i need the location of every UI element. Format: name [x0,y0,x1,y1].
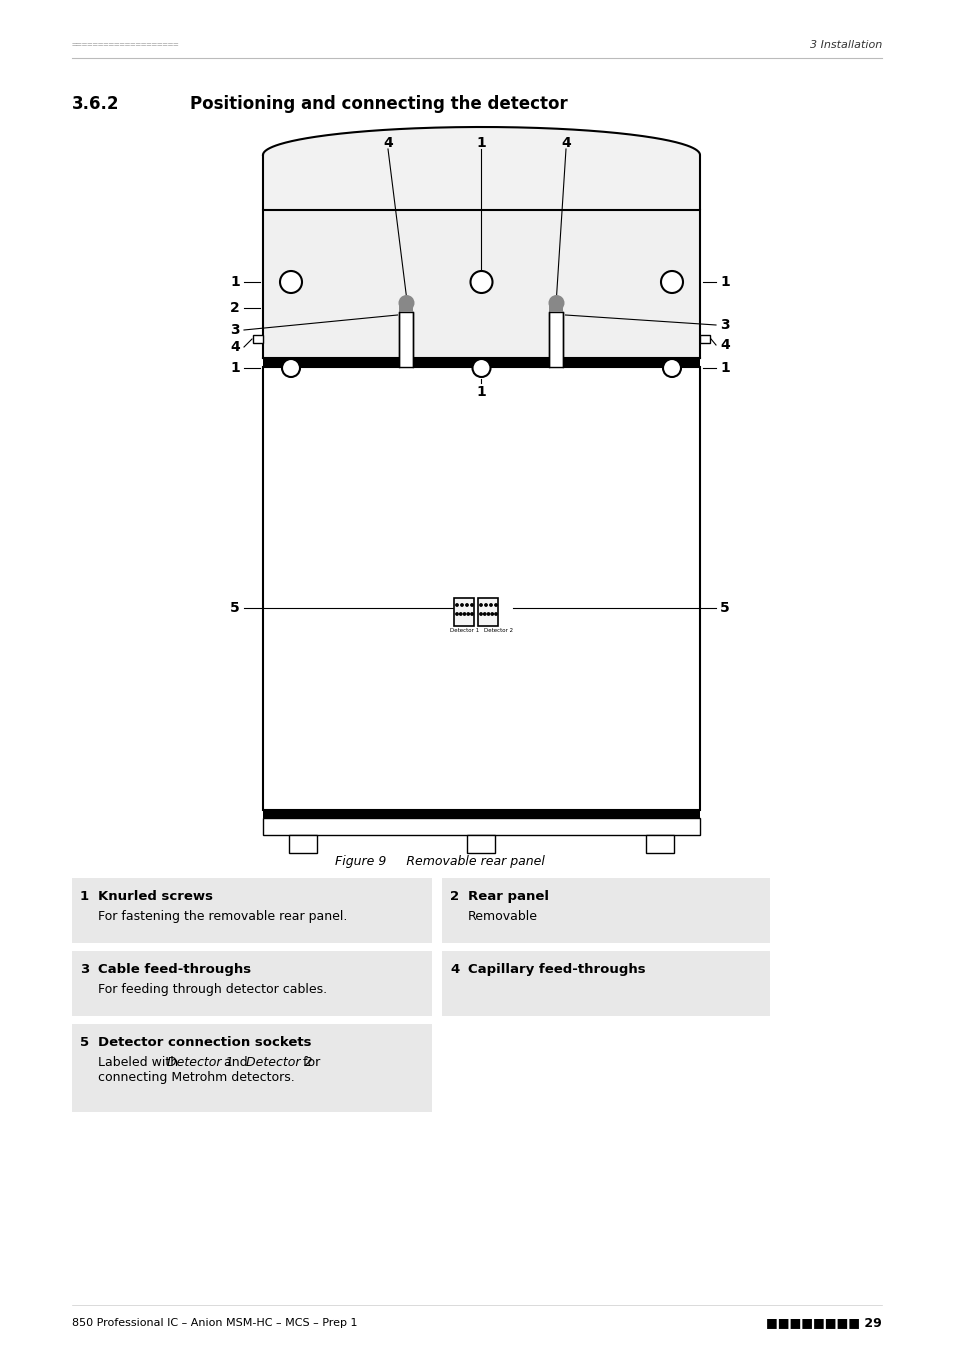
Text: Detector connection sockets: Detector connection sockets [98,1035,312,1049]
Text: 1: 1 [80,890,89,903]
Text: 1: 1 [230,275,240,289]
Text: 5: 5 [80,1035,89,1049]
Bar [263,810,700,818]
Text: 3.6.2: 3.6.2 [71,95,119,113]
Bar [289,836,316,853]
Bar [263,358,700,367]
Bar [263,367,700,810]
Text: 1: 1 [720,360,729,375]
Text: 1: 1 [476,385,486,400]
Text: Detector 1: Detector 1 [450,628,478,633]
Text: For feeding through detector cables.: For feeding through detector cables. [98,983,327,996]
Circle shape [470,271,492,293]
Text: ====================: ==================== [71,40,179,50]
Text: Detector 2: Detector 2 [246,1056,313,1069]
Circle shape [495,613,497,616]
Text: Detector 1: Detector 1 [167,1056,233,1069]
Bar [399,312,413,367]
Bar [71,1025,432,1112]
Circle shape [456,603,457,606]
Circle shape [662,359,680,377]
Circle shape [471,603,473,606]
Text: 3: 3 [80,963,90,976]
Text: and: and [220,1056,252,1069]
Text: 3: 3 [230,323,240,338]
Text: 850 Professional IC – Anion MSM-HC – MCS – Prep 1: 850 Professional IC – Anion MSM-HC – MCS… [71,1318,357,1328]
Text: connecting Metrohm detectors.: connecting Metrohm detectors. [98,1071,294,1084]
Text: Rear panel: Rear panel [468,890,548,903]
Text: Figure 9     Removable rear panel: Figure 9 Removable rear panel [335,856,544,868]
Circle shape [280,271,302,293]
Text: 4: 4 [383,136,393,150]
Circle shape [660,271,682,293]
Circle shape [460,603,463,606]
Bar [441,950,769,1017]
Text: 2: 2 [450,890,458,903]
Circle shape [456,613,457,616]
Text: 1: 1 [476,136,485,150]
Circle shape [491,613,493,616]
Text: Labeled with: Labeled with [98,1056,182,1069]
Text: 4: 4 [450,963,458,976]
Text: 1: 1 [230,360,240,375]
Text: 3 Installation: 3 Installation [809,40,882,50]
Text: 2: 2 [230,301,240,315]
Circle shape [459,613,461,616]
Bar [467,836,495,853]
Bar [71,950,432,1017]
Circle shape [282,359,299,377]
Bar [478,598,498,626]
Circle shape [483,613,485,616]
Circle shape [465,603,468,606]
Circle shape [398,296,414,310]
Bar [263,818,700,836]
Text: Cable feed-throughs: Cable feed-throughs [98,963,251,976]
Text: 3: 3 [720,319,729,332]
Text: For fastening the removable rear panel.: For fastening the removable rear panel. [98,910,347,923]
Bar [441,878,769,944]
Bar [71,878,432,944]
Bar [645,836,673,853]
Bar [549,302,563,312]
Text: ■■■■■■■■ 29: ■■■■■■■■ 29 [765,1316,882,1330]
Circle shape [495,603,497,606]
Bar [399,302,413,312]
Circle shape [467,613,469,616]
Bar [549,312,563,367]
Text: for: for [299,1056,320,1069]
Circle shape [484,603,487,606]
Text: 5: 5 [720,601,729,616]
Bar [263,211,700,358]
Text: Detector 2: Detector 2 [483,628,513,633]
Text: Capillary feed-throughs: Capillary feed-throughs [468,963,645,976]
Circle shape [479,603,481,606]
Text: 4: 4 [230,340,240,354]
Text: 4: 4 [720,338,729,352]
Text: Positioning and connecting the detector: Positioning and connecting the detector [190,95,567,113]
Text: 1: 1 [720,275,729,289]
Polygon shape [263,127,700,211]
Circle shape [463,613,465,616]
Circle shape [472,359,490,377]
Circle shape [487,613,489,616]
Bar [253,335,263,343]
Circle shape [489,603,492,606]
Circle shape [471,613,473,616]
Text: 4: 4 [560,136,570,150]
Text: 5: 5 [230,601,240,616]
Text: Knurled screws: Knurled screws [98,890,213,903]
Bar [454,598,474,626]
Circle shape [479,613,481,616]
Bar [700,335,709,343]
Circle shape [548,296,564,310]
Text: Removable: Removable [468,910,537,923]
